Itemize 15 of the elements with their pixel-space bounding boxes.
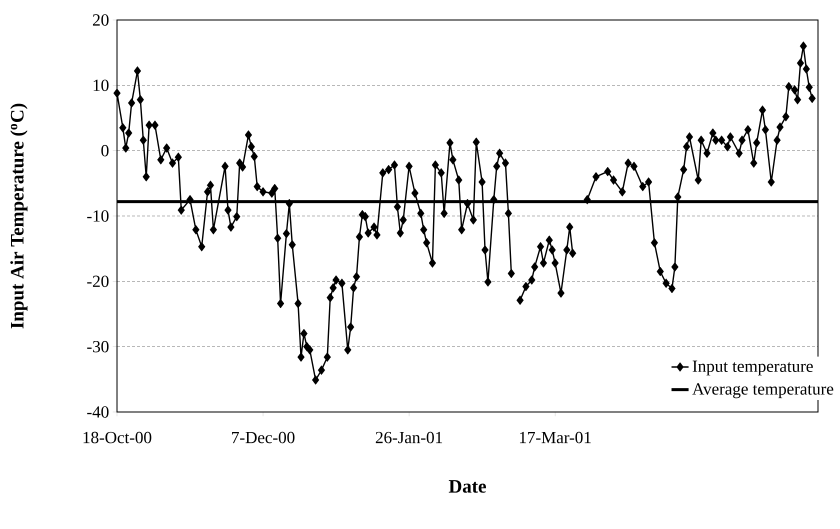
x-tick-label: 17-Mar-01 xyxy=(520,432,591,444)
y-axis-title: Input Air Temperature ($^{o}$C) xyxy=(10,104,28,328)
y-tick-label: -10 xyxy=(87,210,109,222)
y-tick-label: -40 xyxy=(87,406,109,418)
x-tick-label: 7-Dec-00 xyxy=(232,432,294,444)
y-tick-label: 10 xyxy=(94,80,109,92)
y-tick-label: -30 xyxy=(87,340,109,352)
y-tick-label: 0 xyxy=(101,144,109,156)
x-tick-label: 26-Jan-01 xyxy=(376,432,442,444)
x-axis-title: Date xyxy=(448,480,486,493)
y-tick-label: -20 xyxy=(87,276,109,288)
x-tick-label: 18-Oct-00 xyxy=(84,432,152,444)
legend-label: Input temperature xyxy=(692,360,813,376)
y-tick-label: 20 xyxy=(92,14,109,26)
legend-label: Average temperature xyxy=(692,383,834,398)
